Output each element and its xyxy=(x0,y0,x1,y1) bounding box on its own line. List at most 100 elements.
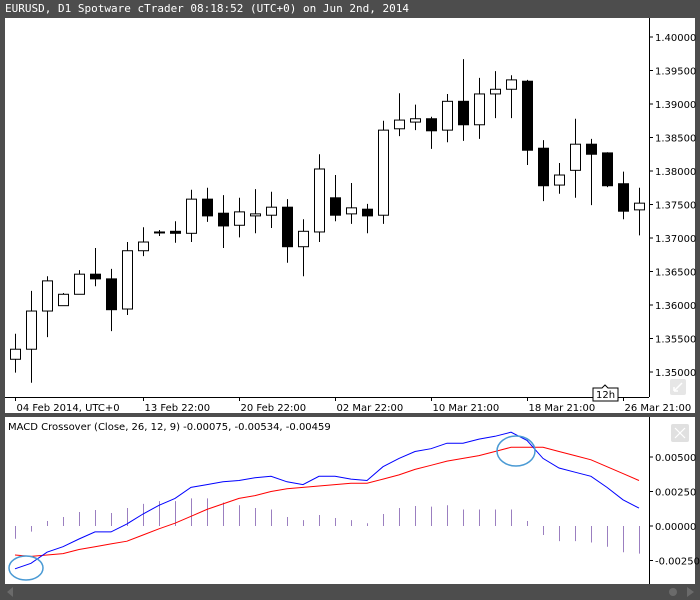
price-panel[interactable] xyxy=(5,18,695,413)
candle[interactable] xyxy=(282,199,293,263)
bearish-candle-body xyxy=(218,212,229,227)
bearish-candle-body xyxy=(538,147,549,187)
candle[interactable] xyxy=(490,71,501,119)
macd-tick-label: 0.00000 xyxy=(655,522,696,533)
bullish-candle-body xyxy=(570,143,581,171)
price-tick-label: 1.38000 xyxy=(655,167,696,178)
period-badge: 12h xyxy=(592,384,619,402)
candle[interactable] xyxy=(202,187,213,222)
candles-group xyxy=(10,59,645,383)
candle[interactable] xyxy=(522,79,533,165)
bearish-candle-body xyxy=(106,278,117,311)
macd-histogram xyxy=(15,498,640,554)
bullish-candle-body xyxy=(378,129,389,216)
candle[interactable] xyxy=(458,59,469,141)
macd-tick-label: 0.00500 xyxy=(655,453,696,464)
scroll-right-icon[interactable] xyxy=(687,587,694,597)
candle[interactable] xyxy=(426,116,437,149)
bearish-candle-body xyxy=(202,198,213,217)
bullish-candle-body xyxy=(298,230,309,248)
candle[interactable] xyxy=(234,197,245,238)
bullish-candle-body xyxy=(442,100,453,131)
close-indicator-button[interactable] xyxy=(671,424,689,442)
candle[interactable] xyxy=(10,333,21,373)
candle[interactable] xyxy=(26,290,37,383)
candle[interactable] xyxy=(138,227,149,257)
bearish-candle-body xyxy=(170,230,181,234)
time-tick-label: 04 Feb 2014, UTC+0 xyxy=(17,403,120,414)
price-tick-label: 1.39000 xyxy=(655,100,696,111)
candle[interactable] xyxy=(154,229,165,236)
bearish-candle-body xyxy=(522,80,533,151)
candle[interactable] xyxy=(618,171,629,220)
bullish-candle-body xyxy=(250,213,261,217)
macd-panel[interactable] xyxy=(5,417,695,584)
candle[interactable] xyxy=(634,187,645,236)
candle[interactable] xyxy=(346,183,357,224)
bullish-candle-body xyxy=(410,118,421,123)
time-tick-label: 13 Feb 22:00 xyxy=(145,403,211,414)
candle[interactable] xyxy=(106,268,117,332)
candle[interactable] xyxy=(602,152,613,188)
candle[interactable] xyxy=(90,248,101,287)
scroll-dot-icon[interactable] xyxy=(669,588,677,596)
candle[interactable] xyxy=(186,189,197,243)
bullish-candle-body xyxy=(74,273,85,295)
candle[interactable] xyxy=(330,175,341,222)
candle[interactable] xyxy=(298,219,309,277)
bullish-candle-body xyxy=(634,202,645,211)
candle[interactable] xyxy=(474,77,485,139)
candle[interactable] xyxy=(570,118,581,198)
candle[interactable] xyxy=(122,242,133,316)
candle[interactable] xyxy=(506,75,517,119)
price-tick-label: 1.36000 xyxy=(655,301,696,312)
bearish-candle-body xyxy=(586,143,597,155)
candle[interactable] xyxy=(410,104,421,131)
macd-tick-label: 0.00250 xyxy=(655,488,696,499)
candle[interactable] xyxy=(74,270,85,295)
candle[interactable] xyxy=(250,189,261,234)
candle[interactable] xyxy=(378,120,389,224)
price-tick-label: 1.37500 xyxy=(655,201,696,212)
window-title: EURUSD, D1 Spotware cTrader 08:18:52 (UT… xyxy=(5,2,409,15)
bullish-candle-body xyxy=(394,119,405,130)
bearish-candle-body xyxy=(602,152,613,187)
candle[interactable] xyxy=(314,154,325,243)
candle[interactable] xyxy=(362,203,373,234)
time-tick-label: 26 Mar 21:00 xyxy=(625,403,692,414)
price-tick-label: 1.36500 xyxy=(655,268,696,279)
candle[interactable] xyxy=(394,93,405,137)
candle[interactable] xyxy=(538,140,549,202)
candle[interactable] xyxy=(170,221,181,243)
time-tick-label: 02 Mar 22:00 xyxy=(337,403,404,414)
bullish-candle-body xyxy=(42,280,53,312)
bullish-candle-body xyxy=(554,174,565,186)
price-axis[interactable]: 1.40000 1.39500 1.39000 1.38500 1.38000 1.375… xyxy=(649,33,696,379)
price-tick-label: 1.37000 xyxy=(655,234,696,245)
scroll-left-icon[interactable] xyxy=(7,587,13,597)
bullish-candle-body xyxy=(314,168,325,233)
bearish-candle-body xyxy=(426,118,437,132)
macd-tick-label: -0.00250 xyxy=(655,557,700,568)
bullish-candle-body xyxy=(154,231,165,234)
candle[interactable] xyxy=(218,195,229,249)
bearish-candle-body xyxy=(618,183,629,212)
time-axis[interactable]: 04 Feb 2014, UTC+0 13 Feb 22:00 20 Feb 22:… xyxy=(15,397,692,414)
time-tick-label: 20 Feb 22:00 xyxy=(241,403,307,414)
bullish-candle-body xyxy=(490,88,501,95)
candle[interactable] xyxy=(58,292,69,307)
bullish-candle-body xyxy=(26,310,37,350)
candle[interactable] xyxy=(266,191,277,228)
candle[interactable] xyxy=(586,138,597,206)
macd-axis[interactable]: 0.00500 0.00250 0.00000 -0.00250 xyxy=(649,453,700,568)
price-tick-label: 1.39500 xyxy=(655,67,696,78)
price-tick-label: 1.35500 xyxy=(655,335,696,346)
bearish-candle-body xyxy=(282,206,293,248)
price-tick-label: 1.40000 xyxy=(655,33,696,44)
price-tick-label: 1.38500 xyxy=(655,134,696,145)
pen-icon[interactable] xyxy=(670,379,686,395)
candle[interactable] xyxy=(554,162,565,194)
candle[interactable] xyxy=(442,93,453,143)
candle[interactable] xyxy=(42,276,53,338)
